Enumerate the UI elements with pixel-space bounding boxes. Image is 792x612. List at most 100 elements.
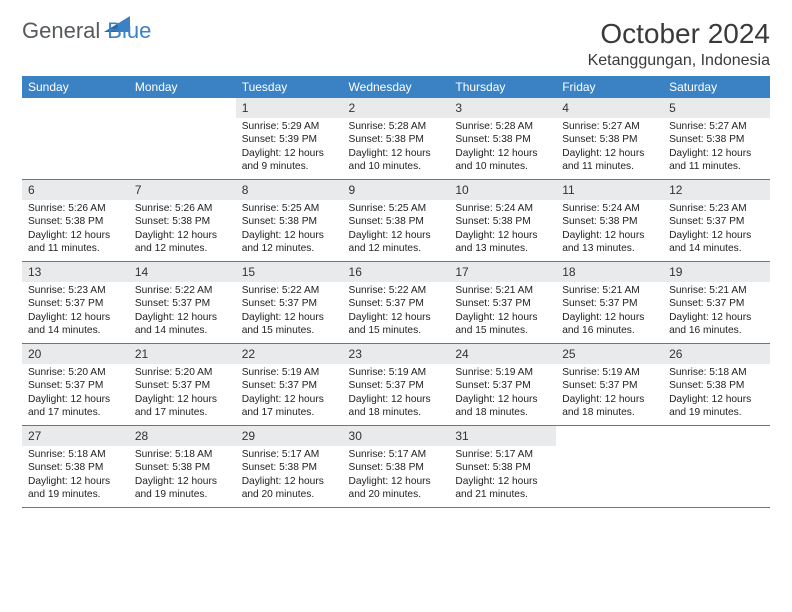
day-number: 24 — [449, 344, 556, 364]
day-cell: 22Sunrise: 5:19 AMSunset: 5:37 PMDayligh… — [236, 344, 343, 426]
day-cell: 21Sunrise: 5:20 AMSunset: 5:37 PMDayligh… — [129, 344, 236, 426]
day-cell: 24Sunrise: 5:19 AMSunset: 5:37 PMDayligh… — [449, 344, 556, 426]
day-cell: 26Sunrise: 5:18 AMSunset: 5:38 PMDayligh… — [663, 344, 770, 426]
brand-part2: Blue — [107, 18, 151, 44]
day-cell: 1Sunrise: 5:29 AMSunset: 5:39 PMDaylight… — [236, 98, 343, 180]
day-cell — [556, 426, 663, 508]
day-cell: 23Sunrise: 5:19 AMSunset: 5:37 PMDayligh… — [343, 344, 450, 426]
day-number: 5 — [663, 98, 770, 118]
day-number: 18 — [556, 262, 663, 282]
day-cell: 25Sunrise: 5:19 AMSunset: 5:37 PMDayligh… — [556, 344, 663, 426]
day-number: 12 — [663, 180, 770, 200]
day-cell: 10Sunrise: 5:24 AMSunset: 5:38 PMDayligh… — [449, 180, 556, 262]
day-number: 6 — [22, 180, 129, 200]
day-number: 3 — [449, 98, 556, 118]
day-details: Sunrise: 5:28 AMSunset: 5:38 PMDaylight:… — [449, 118, 556, 179]
day-cell: 17Sunrise: 5:21 AMSunset: 5:37 PMDayligh… — [449, 262, 556, 344]
day-number: 22 — [236, 344, 343, 364]
day-cell: 15Sunrise: 5:22 AMSunset: 5:37 PMDayligh… — [236, 262, 343, 344]
day-details: Sunrise: 5:24 AMSunset: 5:38 PMDaylight:… — [556, 200, 663, 261]
day-header: Sunday — [22, 76, 129, 98]
day-number: 10 — [449, 180, 556, 200]
day-cell: 11Sunrise: 5:24 AMSunset: 5:38 PMDayligh… — [556, 180, 663, 262]
week-row: 6Sunrise: 5:26 AMSunset: 5:38 PMDaylight… — [22, 180, 770, 262]
day-details: Sunrise: 5:22 AMSunset: 5:37 PMDaylight:… — [343, 282, 450, 343]
day-details: Sunrise: 5:20 AMSunset: 5:37 PMDaylight:… — [22, 364, 129, 425]
week-row: 20Sunrise: 5:20 AMSunset: 5:37 PMDayligh… — [22, 344, 770, 426]
day-details: Sunrise: 5:29 AMSunset: 5:39 PMDaylight:… — [236, 118, 343, 179]
day-cell: 29Sunrise: 5:17 AMSunset: 5:38 PMDayligh… — [236, 426, 343, 508]
brand-logo: General Blue — [22, 18, 151, 44]
week-row: 13Sunrise: 5:23 AMSunset: 5:37 PMDayligh… — [22, 262, 770, 344]
day-number: 17 — [449, 262, 556, 282]
day-header: Thursday — [449, 76, 556, 98]
day-cell: 12Sunrise: 5:23 AMSunset: 5:37 PMDayligh… — [663, 180, 770, 262]
day-number: 26 — [663, 344, 770, 364]
day-number: 23 — [343, 344, 450, 364]
week-row: 1Sunrise: 5:29 AMSunset: 5:39 PMDaylight… — [22, 98, 770, 180]
day-details: Sunrise: 5:22 AMSunset: 5:37 PMDaylight:… — [236, 282, 343, 343]
day-cell: 9Sunrise: 5:25 AMSunset: 5:38 PMDaylight… — [343, 180, 450, 262]
day-number: 21 — [129, 344, 236, 364]
day-details: Sunrise: 5:25 AMSunset: 5:38 PMDaylight:… — [236, 200, 343, 261]
location-label: Ketanggungan, Indonesia — [588, 52, 770, 70]
brand-part1: General — [22, 18, 100, 44]
day-details: Sunrise: 5:25 AMSunset: 5:38 PMDaylight:… — [343, 200, 450, 261]
day-cell: 31Sunrise: 5:17 AMSunset: 5:38 PMDayligh… — [449, 426, 556, 508]
day-details: Sunrise: 5:17 AMSunset: 5:38 PMDaylight:… — [449, 446, 556, 507]
day-cell: 27Sunrise: 5:18 AMSunset: 5:38 PMDayligh… — [22, 426, 129, 508]
week-row: 27Sunrise: 5:18 AMSunset: 5:38 PMDayligh… — [22, 426, 770, 508]
day-details: Sunrise: 5:21 AMSunset: 5:37 PMDaylight:… — [556, 282, 663, 343]
day-number: 16 — [343, 262, 450, 282]
calendar-body: 1Sunrise: 5:29 AMSunset: 5:39 PMDaylight… — [22, 98, 770, 508]
day-cell — [22, 98, 129, 180]
day-details: Sunrise: 5:26 AMSunset: 5:38 PMDaylight:… — [22, 200, 129, 261]
day-details: Sunrise: 5:17 AMSunset: 5:38 PMDaylight:… — [236, 446, 343, 507]
day-number: 13 — [22, 262, 129, 282]
day-details: Sunrise: 5:19 AMSunset: 5:37 PMDaylight:… — [449, 364, 556, 425]
day-number: 1 — [236, 98, 343, 118]
day-details: Sunrise: 5:21 AMSunset: 5:37 PMDaylight:… — [663, 282, 770, 343]
day-number: 20 — [22, 344, 129, 364]
day-details: Sunrise: 5:26 AMSunset: 5:38 PMDaylight:… — [129, 200, 236, 261]
header-row: General Blue October 2024 Ketanggungan, … — [22, 18, 770, 70]
day-number: 14 — [129, 262, 236, 282]
day-header: Saturday — [663, 76, 770, 98]
day-number: 15 — [236, 262, 343, 282]
day-cell: 28Sunrise: 5:18 AMSunset: 5:38 PMDayligh… — [129, 426, 236, 508]
day-cell: 7Sunrise: 5:26 AMSunset: 5:38 PMDaylight… — [129, 180, 236, 262]
calendar-table: Sunday Monday Tuesday Wednesday Thursday… — [22, 76, 770, 508]
day-header: Tuesday — [236, 76, 343, 98]
day-details: Sunrise: 5:28 AMSunset: 5:38 PMDaylight:… — [343, 118, 450, 179]
day-details: Sunrise: 5:23 AMSunset: 5:37 PMDaylight:… — [22, 282, 129, 343]
day-cell: 13Sunrise: 5:23 AMSunset: 5:37 PMDayligh… — [22, 262, 129, 344]
day-cell: 30Sunrise: 5:17 AMSunset: 5:38 PMDayligh… — [343, 426, 450, 508]
day-details: Sunrise: 5:19 AMSunset: 5:37 PMDaylight:… — [343, 364, 450, 425]
day-cell: 19Sunrise: 5:21 AMSunset: 5:37 PMDayligh… — [663, 262, 770, 344]
day-number: 25 — [556, 344, 663, 364]
day-details: Sunrise: 5:22 AMSunset: 5:37 PMDaylight:… — [129, 282, 236, 343]
day-header: Wednesday — [343, 76, 450, 98]
day-details: Sunrise: 5:18 AMSunset: 5:38 PMDaylight:… — [129, 446, 236, 507]
day-details: Sunrise: 5:18 AMSunset: 5:38 PMDaylight:… — [22, 446, 129, 507]
day-details: Sunrise: 5:21 AMSunset: 5:37 PMDaylight:… — [449, 282, 556, 343]
day-details: Sunrise: 5:27 AMSunset: 5:38 PMDaylight:… — [663, 118, 770, 179]
day-cell: 4Sunrise: 5:27 AMSunset: 5:38 PMDaylight… — [556, 98, 663, 180]
day-cell: 6Sunrise: 5:26 AMSunset: 5:38 PMDaylight… — [22, 180, 129, 262]
day-number: 27 — [22, 426, 129, 446]
day-details: Sunrise: 5:18 AMSunset: 5:38 PMDaylight:… — [663, 364, 770, 425]
day-number: 11 — [556, 180, 663, 200]
day-cell: 16Sunrise: 5:22 AMSunset: 5:37 PMDayligh… — [343, 262, 450, 344]
day-details: Sunrise: 5:17 AMSunset: 5:38 PMDaylight:… — [343, 446, 450, 507]
day-details: Sunrise: 5:24 AMSunset: 5:38 PMDaylight:… — [449, 200, 556, 261]
day-header: Monday — [129, 76, 236, 98]
day-cell: 2Sunrise: 5:28 AMSunset: 5:38 PMDaylight… — [343, 98, 450, 180]
day-cell: 20Sunrise: 5:20 AMSunset: 5:37 PMDayligh… — [22, 344, 129, 426]
day-cell — [129, 98, 236, 180]
day-number: 7 — [129, 180, 236, 200]
day-number: 9 — [343, 180, 450, 200]
day-cell: 8Sunrise: 5:25 AMSunset: 5:38 PMDaylight… — [236, 180, 343, 262]
day-number: 30 — [343, 426, 450, 446]
day-details: Sunrise: 5:23 AMSunset: 5:37 PMDaylight:… — [663, 200, 770, 261]
day-cell: 3Sunrise: 5:28 AMSunset: 5:38 PMDaylight… — [449, 98, 556, 180]
